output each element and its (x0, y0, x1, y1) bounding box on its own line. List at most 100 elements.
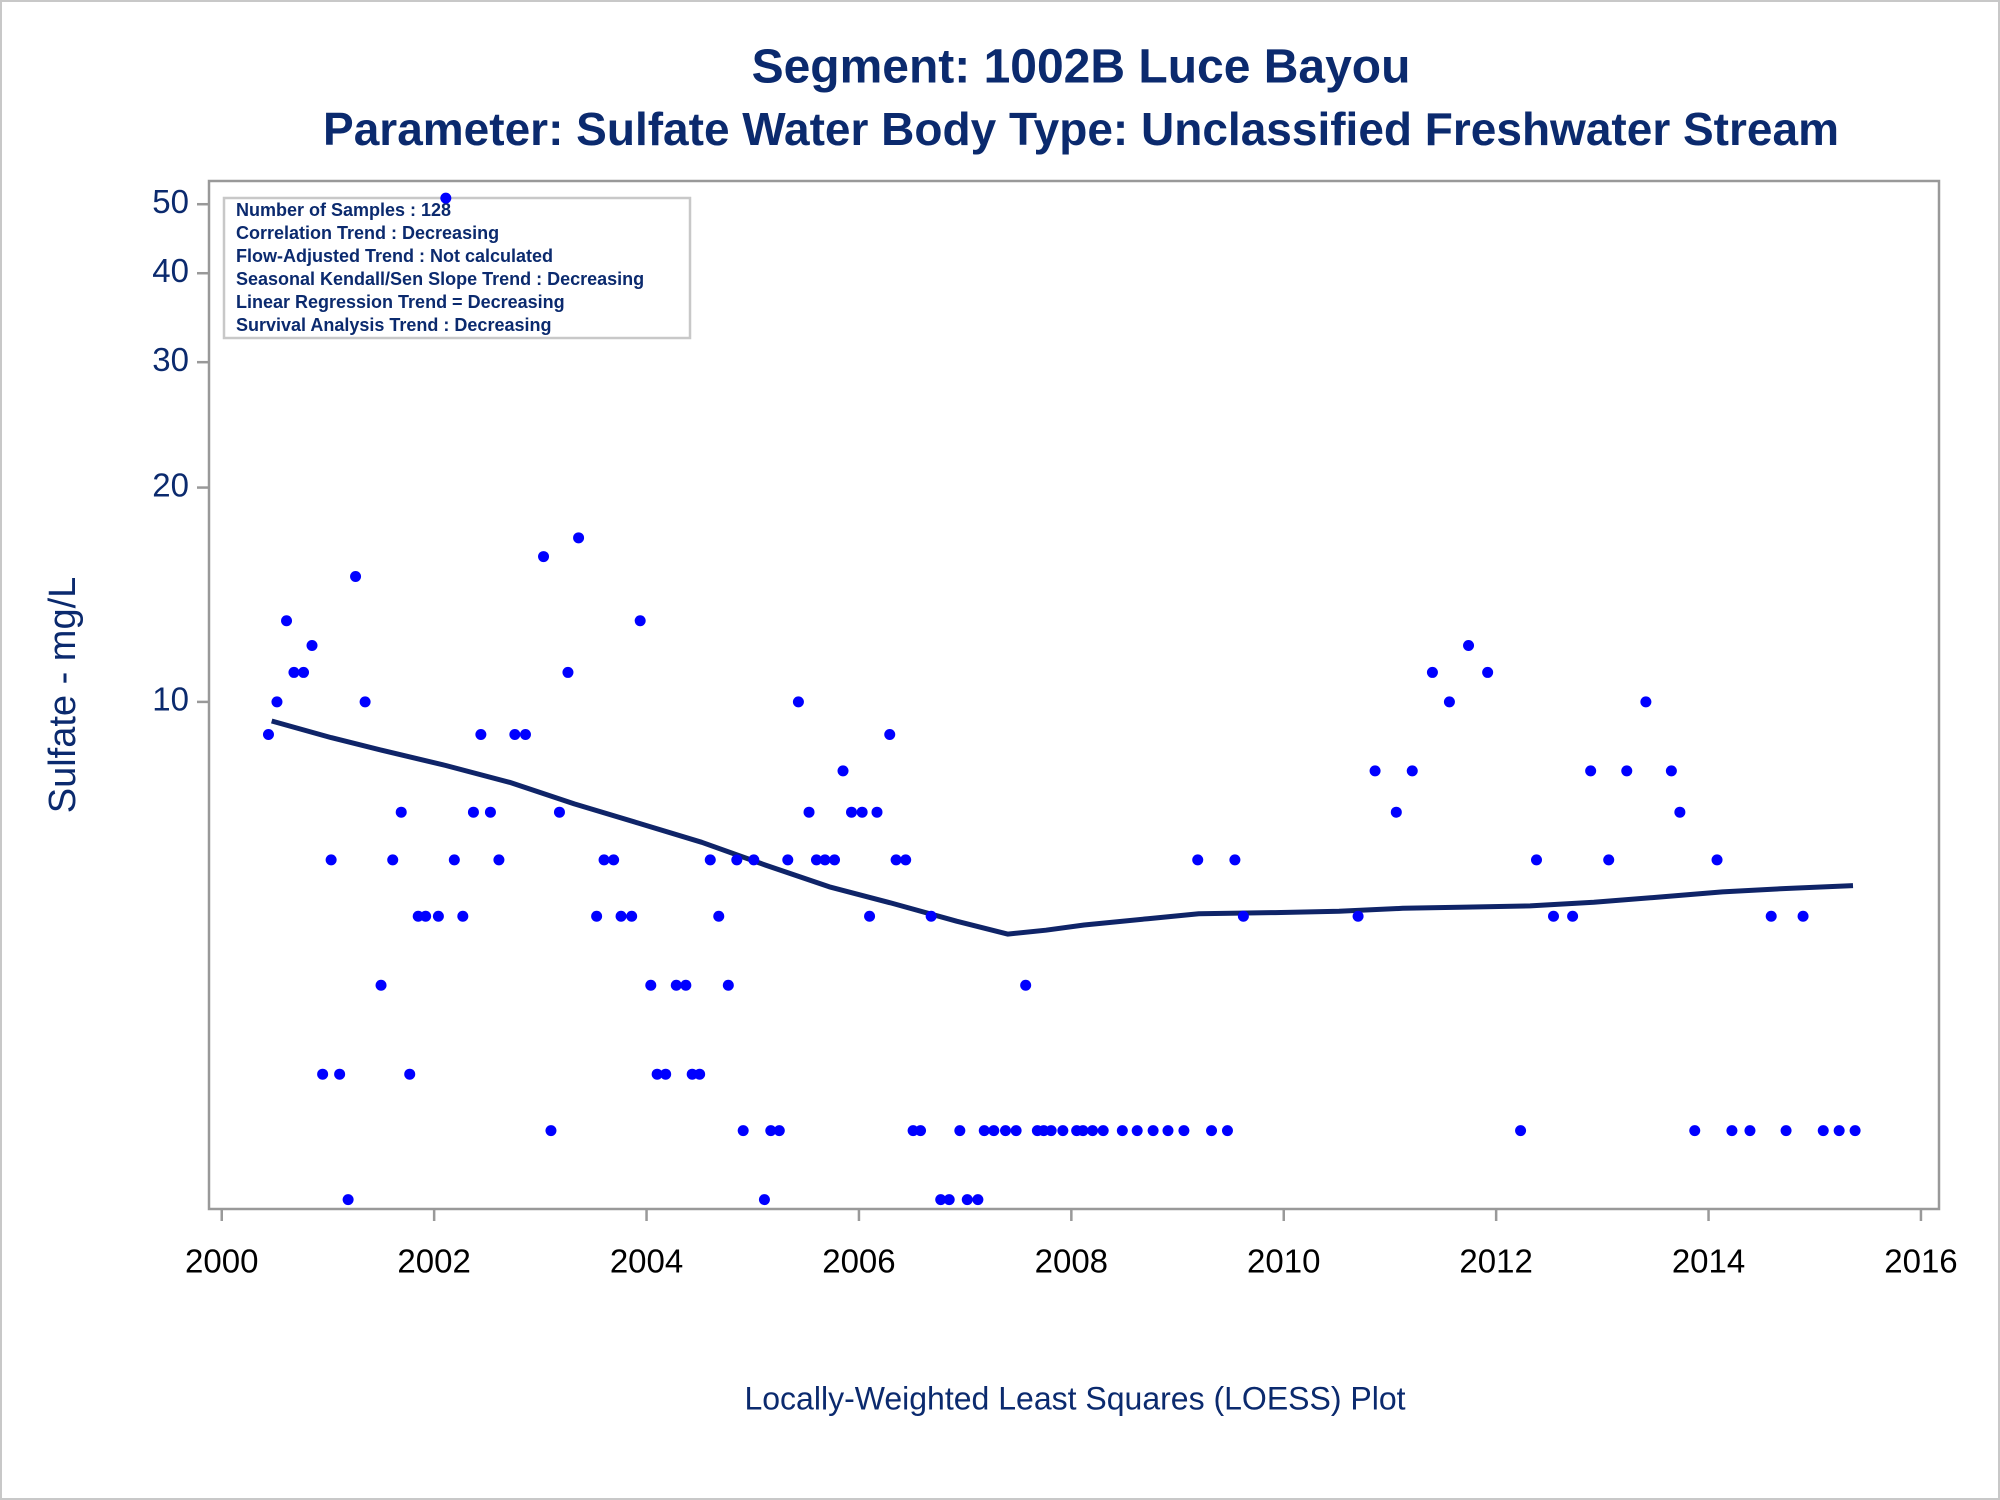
data-point (375, 979, 387, 991)
data-point (420, 910, 432, 922)
data-point (509, 728, 521, 740)
data-point (1390, 806, 1402, 818)
data-point (1603, 854, 1615, 866)
data-point (722, 979, 734, 991)
data-point (978, 1125, 990, 1137)
data-point (288, 666, 300, 678)
data-point (1765, 910, 1777, 922)
chart-title: Segment: 1002B Luce Bayou (752, 41, 1411, 94)
data-point (1689, 1125, 1701, 1137)
data-point (1585, 765, 1597, 777)
data-point (350, 571, 362, 583)
data-point (961, 1194, 973, 1206)
data-point (1817, 1125, 1829, 1137)
data-point (1797, 910, 1809, 922)
data-point (342, 1194, 354, 1206)
data-point (810, 854, 822, 866)
data-point (704, 854, 716, 866)
data-point (731, 854, 743, 866)
data-point (972, 1194, 984, 1206)
data-point (334, 1068, 346, 1080)
data-point (856, 806, 868, 818)
data-point (1780, 1125, 1792, 1137)
data-point (1443, 696, 1455, 708)
data-point (298, 666, 310, 678)
data-point (573, 532, 585, 544)
x-tick-label: 2002 (397, 1243, 470, 1280)
data-point (1221, 1125, 1233, 1137)
data-point (281, 615, 293, 627)
data-point (660, 1068, 672, 1080)
data-point (545, 1125, 557, 1137)
data-point (925, 910, 937, 922)
plot-frame (207, 179, 1941, 1211)
data-point (562, 666, 574, 678)
data-point (1369, 765, 1381, 777)
y-axis-label: Sulfate - mg/L (42, 577, 84, 814)
data-point (1744, 1125, 1756, 1137)
data-point (713, 910, 725, 922)
x-tick-label: 2008 (1035, 1243, 1108, 1280)
data-point (884, 728, 896, 740)
data-point (484, 806, 496, 818)
data-point (1077, 1125, 1089, 1137)
data-point (598, 854, 610, 866)
loess-line (271, 718, 1854, 937)
data-point (670, 979, 682, 991)
annotation: Linear Regression Trend = Decreasing (236, 292, 565, 312)
annotation: Flow-Adjusted Trend : Not calculated (236, 246, 553, 266)
data-point (467, 806, 479, 818)
data-point (1147, 1125, 1159, 1137)
x-tick-label: 2016 (1884, 1243, 1957, 1280)
x-tick-label: 2014 (1672, 1243, 1745, 1280)
data-point (1531, 854, 1543, 866)
data-point (829, 854, 841, 866)
data-point (1131, 1125, 1143, 1137)
data-point (634, 615, 646, 627)
data-point (325, 854, 337, 866)
data-point (1482, 666, 1494, 678)
data-point (262, 728, 274, 740)
data-point (819, 854, 831, 866)
data-point (553, 806, 565, 818)
data-point (1640, 696, 1652, 708)
data-point (1849, 1125, 1861, 1137)
y-tick-label: 50 (152, 183, 189, 220)
data-point (837, 765, 849, 777)
data-point (448, 854, 460, 866)
data-point (871, 806, 883, 818)
data-point (1726, 1125, 1738, 1137)
annotation: Correlation Trend : Decreasing (236, 223, 499, 243)
data-point (317, 1068, 329, 1080)
y-tick-label: 40 (152, 252, 189, 289)
data-point (1192, 854, 1204, 866)
y-tick-label: 20 (152, 466, 189, 503)
x-tick-label: 2004 (610, 1243, 683, 1280)
data-point (680, 979, 692, 991)
x-tick-label: 2000 (185, 1243, 258, 1280)
data-point (1020, 979, 1032, 991)
data-point (1711, 854, 1723, 866)
annotation: Survival Analysis Trend : Decreasing (236, 315, 551, 335)
annotation-box (222, 196, 692, 340)
y-tick-label: 10 (152, 681, 189, 718)
annotation: Number of Samples : 128 (236, 200, 451, 220)
data-point (1087, 1125, 1099, 1137)
data-point (432, 910, 444, 922)
data-point (1162, 1125, 1174, 1137)
data-point (864, 910, 876, 922)
data-point (1116, 1125, 1128, 1137)
annotation: Seasonal Kendall/Sen Slope Trend : Decre… (236, 269, 644, 289)
y-tick-label: 30 (152, 341, 189, 378)
data-point (737, 1125, 749, 1137)
data-point (519, 728, 531, 740)
data-point (694, 1068, 706, 1080)
data-point (1665, 765, 1677, 777)
x-tick-label: 2006 (822, 1243, 895, 1280)
data-point (758, 1194, 770, 1206)
data-point (440, 192, 452, 204)
data-point (1674, 806, 1686, 818)
data-point (765, 1125, 777, 1137)
x-tick-label: 2010 (1247, 1243, 1320, 1280)
